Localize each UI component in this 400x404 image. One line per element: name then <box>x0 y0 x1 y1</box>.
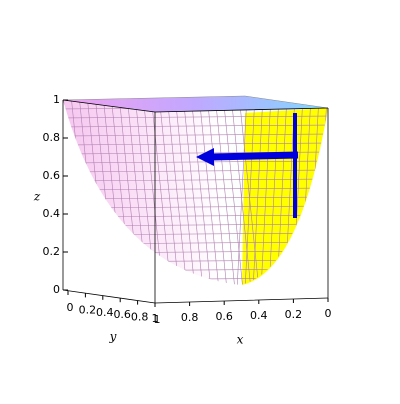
mesh-line <box>150 100 172 285</box>
z-tick-label: 0.2 <box>43 245 61 258</box>
mesh-line <box>268 100 280 285</box>
x-tick-label: 0.4 <box>250 309 268 322</box>
y-tick-label: 0.4 <box>96 306 114 319</box>
mesh-line <box>236 100 248 285</box>
x-label: x <box>237 333 244 347</box>
mesh-line <box>158 100 180 285</box>
mesh-line <box>63 178 328 182</box>
arrow <box>196 113 299 218</box>
x-tick-label: 0 <box>325 307 332 320</box>
mesh-line <box>230 100 252 285</box>
mesh-line <box>63 277 328 281</box>
mesh-line <box>198 100 220 285</box>
z-tick-label: 0 <box>53 283 60 296</box>
y-tick-label: 1 <box>154 313 161 326</box>
x-tick-label: 1 <box>152 312 159 325</box>
mesh-line <box>244 100 256 285</box>
mesh-line <box>190 100 212 285</box>
z-tick-label: 0.4 <box>43 207 61 220</box>
mesh-line <box>63 124 328 128</box>
mesh-line <box>238 100 260 285</box>
y-tick-label: 0.2 <box>79 303 97 316</box>
y-label: y <box>109 330 117 344</box>
mesh-line <box>222 100 244 285</box>
mesh-line <box>63 169 328 173</box>
axes-box <box>62 99 329 304</box>
y-tick-label: 0 <box>67 301 74 314</box>
x-tick-label: 0.8 <box>181 311 199 324</box>
y-tick-label: 0.6 <box>113 308 131 321</box>
mesh-line <box>63 160 328 164</box>
x-tick-label: 0.2 <box>285 308 303 321</box>
mesh-line <box>252 100 264 285</box>
x-tick-label: 0.6 <box>215 310 233 323</box>
mesh-line <box>174 100 196 285</box>
mesh-line <box>260 100 272 285</box>
mesh-line <box>182 100 204 285</box>
mesh-line <box>60 287 330 289</box>
mesh-line <box>63 115 328 119</box>
y-tick-label: 0.8 <box>131 311 149 324</box>
mesh-line <box>63 142 328 146</box>
mesh-line <box>206 100 228 285</box>
z-tick-label: 0.6 <box>43 169 61 182</box>
mesh-line <box>214 100 236 285</box>
z-tick-label: 0.8 <box>43 131 61 144</box>
mesh-line <box>166 100 188 285</box>
z-label: z <box>33 190 41 204</box>
z-tick-label: 1 <box>53 93 60 106</box>
